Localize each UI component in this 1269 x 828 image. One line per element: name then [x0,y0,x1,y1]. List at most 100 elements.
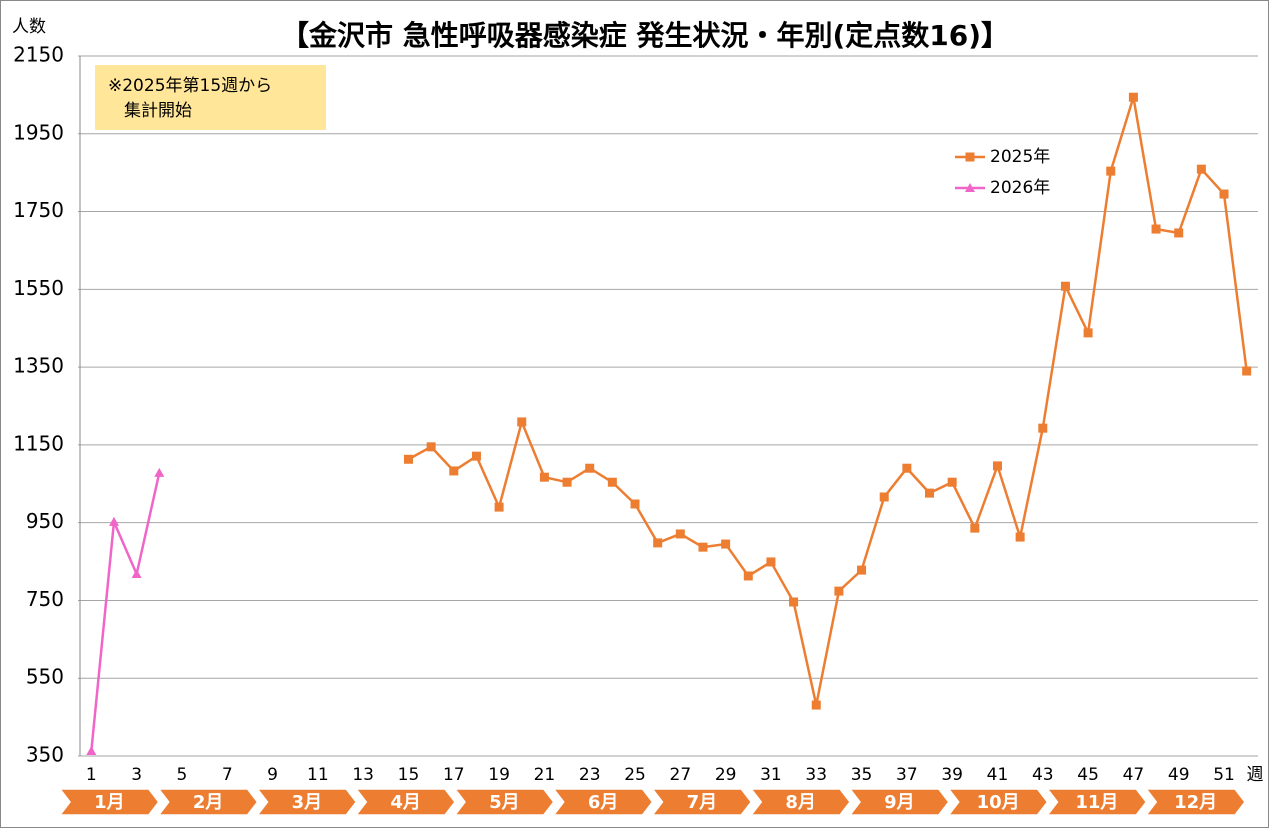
month-label: 3月 [292,792,323,813]
point-marker [1128,92,1138,102]
month-arrow [947,788,1049,816]
month-arrow [650,788,753,816]
x-tick-label: 35 [851,765,873,785]
month-label: 6月 [588,792,619,813]
x-tick-label: 37 [896,765,918,785]
x-tick-label: 7 [222,765,233,785]
x-tick-label: 25 [624,765,646,785]
month-label: 7月 [687,792,718,813]
x-tick-label: 29 [715,765,737,785]
y-tick-label: 1150 [13,431,64,455]
point-marker [811,700,821,710]
point-marker [721,539,731,549]
legend-marker [965,152,975,162]
month-arrow [453,788,555,816]
point-marker [992,461,1002,471]
y-axis-label: 人数 [12,17,46,37]
x-tick-label: 17 [443,765,465,785]
point-marker [403,454,413,464]
x-axis-label: 週 [1247,765,1264,785]
point-marker [86,745,97,755]
month-label: 12月 [1174,792,1217,813]
y-tick-label: 1950 [13,120,64,144]
month-label: 11月 [1075,792,1118,813]
month-arrow [157,788,259,816]
point-marker [449,466,459,476]
legend-marker [965,183,975,192]
point-marker [494,502,504,512]
point-marker [562,477,572,487]
x-tick-label: 19 [488,765,510,785]
y-tick-label: 1550 [13,276,64,300]
point-marker [1038,423,1048,433]
legend-label: 2026年 [990,178,1050,198]
month-arrow [552,788,654,816]
point-marker [675,529,685,539]
x-tick-label: 21 [534,765,556,785]
month-label: 4月 [390,792,421,813]
x-tick-label: 27 [670,765,692,785]
y-tick-label: 2150 [13,43,64,67]
point-marker [698,542,708,552]
point-marker [834,586,844,596]
x-tick-label: 1 [86,765,97,785]
point-marker [902,463,912,473]
month-arrow [749,788,851,816]
point-marker [108,516,119,526]
month-label: 2月 [193,792,224,813]
month-arrow [255,788,358,816]
legend-label: 2025年 [990,147,1050,167]
point-marker [925,488,935,498]
month-arrow [58,788,160,816]
point-marker [607,477,617,487]
y-tick-label: 750 [26,587,64,611]
x-tick-label: 45 [1077,765,1099,785]
point-marker [585,463,595,473]
month-label: 8月 [785,792,816,813]
month-label: 5月 [489,792,520,813]
annotation-box [95,65,326,130]
point-marker [131,569,142,578]
month-label: 9月 [884,792,915,813]
month-arrow [1144,788,1246,816]
point-marker [1196,164,1206,174]
point-marker [1242,366,1252,376]
y-tick-label: 1350 [13,354,64,378]
x-tick-label: 5 [177,765,188,785]
x-tick-label: 33 [805,765,827,785]
point-marker [1060,281,1070,291]
point-marker [539,472,549,482]
x-tick-label: 43 [1032,765,1054,785]
month-label: 10月 [977,792,1020,813]
point-marker [766,557,776,567]
point-marker [1219,189,1229,199]
y-tick-label: 950 [26,509,64,533]
month-arrow [354,788,456,816]
x-tick-label: 49 [1168,765,1190,785]
x-tick-label: 31 [760,765,782,785]
point-marker [1083,328,1093,338]
point-marker [743,571,753,581]
point-marker [154,467,165,477]
y-tick-label: 1750 [13,198,64,222]
point-marker [471,451,481,461]
point-marker [879,492,889,502]
x-tick-label: 41 [987,765,1009,785]
month-label: 1月 [94,792,125,813]
point-marker [857,565,867,575]
point-marker [1015,532,1025,542]
x-tick-label: 11 [307,765,329,785]
point-marker [970,523,980,533]
point-marker [789,597,799,607]
point-marker [1151,224,1161,234]
x-tick-label: 3 [131,765,142,785]
chart-title: 【金沢市 急性呼吸器感染症 発生状況・年別(定点数16)】 [281,19,1009,52]
point-marker [1174,228,1184,238]
annotation: ※2025年第15週から [108,76,272,96]
y-tick-label: 350 [26,743,64,767]
month-arrow [1045,788,1148,816]
x-tick-label: 39 [941,765,963,785]
